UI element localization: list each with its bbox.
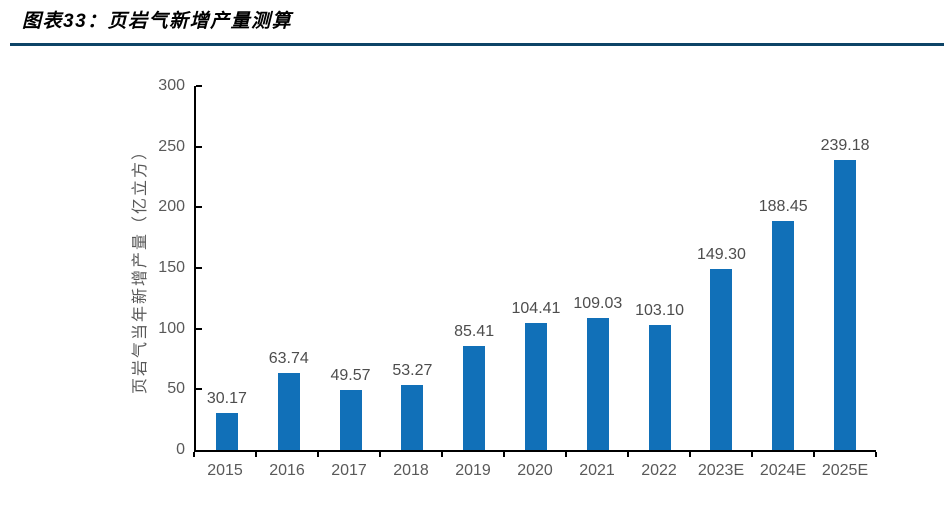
x-tick-label: 2019 [455, 462, 491, 479]
x-tick-mark [503, 452, 505, 457]
y-tick-label: 50 [167, 380, 185, 398]
bar [648, 324, 671, 450]
bar-value-label: 149.30 [696, 245, 746, 263]
bar [339, 389, 362, 450]
bar-slot: 49.57 [320, 86, 382, 450]
x-tick-mark [627, 452, 629, 457]
x-tick-label: 2017 [331, 462, 367, 479]
bar [524, 323, 547, 450]
bar-slot: 85.41 [443, 86, 505, 450]
bar [772, 221, 795, 450]
bar-series: 30.17 63.74 49.57 53.27 85.41 104.41 109.03 103… [196, 86, 876, 450]
bar [710, 268, 733, 450]
bar-slot: 109.03 [567, 86, 629, 450]
x-tick-label: 2021 [579, 462, 615, 479]
bar-value-label: 30.17 [206, 390, 247, 408]
x-tick-mark [565, 452, 567, 457]
bar-value-label: 85.41 [454, 323, 495, 341]
bar-value-label: 63.74 [268, 349, 309, 367]
bar-value-label: 49.57 [330, 366, 371, 384]
bar-value-label: 188.45 [758, 198, 808, 216]
x-axis-tick-marks [193, 452, 877, 458]
y-tick-mark [196, 206, 202, 209]
x-tick-label: 2016 [269, 462, 305, 479]
figure-title: 图表33：页岩气新增产量测算 [22, 11, 293, 32]
x-tick-mark [193, 452, 195, 457]
bar [215, 413, 238, 450]
bar-value-label: 109.03 [573, 294, 623, 312]
bar-value-label: 239.18 [820, 136, 870, 154]
bar [277, 372, 300, 450]
bar-slot: 53.27 [381, 86, 443, 450]
y-tick-label: 300 [158, 77, 185, 94]
bar-slot: 63.74 [258, 86, 320, 450]
y-axis-tick-labels: 0 50 100 150 200 250 300 [100, 78, 185, 458]
y-tick-label: 0 [176, 441, 185, 458]
bar [463, 346, 486, 450]
bar-slot: 30.17 [196, 86, 258, 450]
x-tick-label: 2015 [207, 462, 243, 479]
x-tick-label: 2025E [821, 462, 869, 479]
bar-value-label: 53.27 [392, 362, 433, 380]
y-tick-label: 100 [158, 319, 185, 337]
bar-slot: 103.10 [629, 86, 691, 450]
y-tick-mark [196, 327, 202, 330]
x-tick-mark [813, 452, 815, 457]
x-tick-label: 2024E [759, 462, 807, 479]
bar-value-label: 103.10 [635, 301, 685, 319]
bar [834, 159, 857, 450]
x-tick-mark [875, 452, 877, 457]
x-tick-mark [379, 452, 381, 457]
bar-slot: 149.30 [691, 86, 753, 450]
y-tick-mark [196, 85, 202, 87]
x-tick-mark [751, 452, 753, 457]
y-tick-mark [196, 267, 202, 269]
bar [401, 385, 424, 450]
title-underline [10, 43, 944, 46]
x-tick-label: 2020 [517, 462, 553, 479]
x-tick-mark [317, 452, 319, 457]
y-tick-mark [196, 388, 202, 391]
bar-slot: 104.41 [505, 86, 567, 450]
x-tick-label: 2018 [393, 462, 429, 479]
x-axis-tick-labels: 2015 2016 2017 2018 2019 2020 2021 2022 2023E 202… [194, 461, 876, 480]
x-tick-mark [255, 452, 257, 457]
plot-area: 30.17 63.74 49.57 53.27 85.41 104.41 109.03 103… [194, 85, 876, 452]
bar-value-label: 104.41 [511, 300, 561, 318]
x-tick-mark [689, 452, 691, 457]
x-tick-mark [441, 452, 443, 457]
y-tick-label: 150 [158, 259, 185, 276]
bar [586, 317, 609, 450]
x-tick-label: 2022 [641, 462, 677, 479]
y-tick-mark [196, 145, 202, 148]
y-tick-label: 200 [158, 198, 185, 216]
x-tick-label: 2023E [697, 462, 745, 479]
bar-slot: 239.18 [814, 86, 876, 450]
bar-slot: 188.45 [752, 86, 814, 450]
y-tick-label: 250 [158, 137, 185, 155]
